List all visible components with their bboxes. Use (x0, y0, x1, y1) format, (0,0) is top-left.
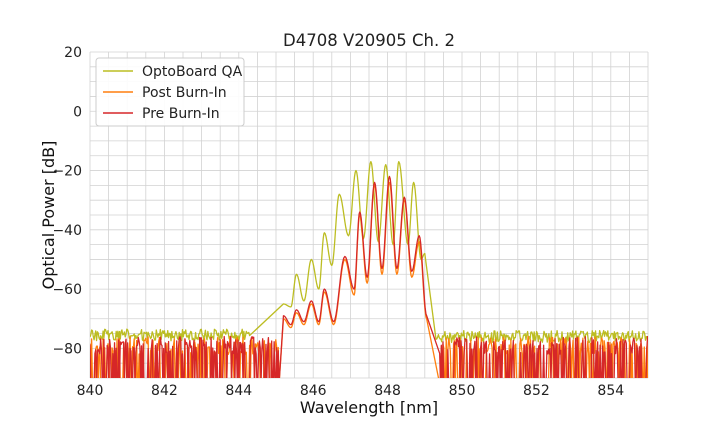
x-tick-label: 848 (374, 383, 401, 399)
series-pre-burn-in (90, 175, 648, 378)
x-axis-title: Wavelength [nm] (300, 398, 438, 417)
x-tick-label: 842 (151, 383, 178, 399)
series-optoboard-qa (90, 161, 648, 344)
tick-labels: 840 842 844 846 848 850 852 854 20 0 −20 −40 −60 −80 (52, 45, 624, 399)
legend-label-pre-burn-in: Pre Burn-In (142, 106, 220, 122)
series-group (90, 161, 648, 378)
series-line-pre-burn-in (90, 175, 648, 378)
chart-title: D4708 V20905 Ch. 2 (283, 31, 455, 50)
x-tick-label: 852 (523, 383, 550, 399)
legend: OptoBoard QA Post Burn-In Pre Burn-In (95, 57, 245, 127)
x-tick-label: 844 (225, 383, 252, 399)
x-tick-label: 846 (300, 383, 327, 399)
legend-label-optoboard-qa: OptoBoard QA (142, 64, 243, 80)
y-tick-label: 0 (73, 104, 82, 120)
y-tick-label: −40 (52, 223, 82, 239)
legend-box (95, 57, 245, 127)
y-tick-label: −20 (52, 164, 82, 180)
y-axis-title: Optical Power [dB] (39, 141, 58, 290)
x-tick-label: 840 (77, 383, 104, 399)
y-tick-label: −60 (52, 282, 82, 298)
series-line-optoboard-qa (90, 161, 648, 344)
legend-label-post-burn-in: Post Burn-In (142, 85, 227, 101)
y-tick-label: 20 (64, 45, 82, 61)
y-tick-label: −80 (52, 341, 82, 357)
x-tick-label: 850 (449, 383, 476, 399)
x-tick-label: 854 (597, 383, 624, 399)
